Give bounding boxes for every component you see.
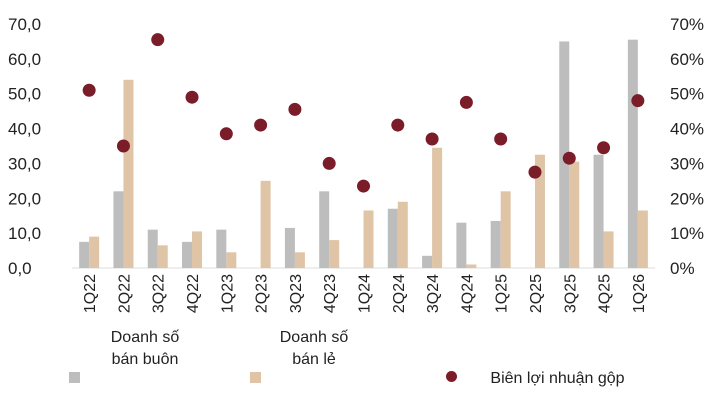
bar-wholesale xyxy=(627,39,638,268)
margin-dot xyxy=(254,118,268,132)
bar-retail xyxy=(89,236,100,268)
x-tick-label: 2Q22 xyxy=(116,274,133,313)
bar-wholesale xyxy=(490,220,501,268)
bar-retail xyxy=(294,252,305,268)
margin-dot xyxy=(494,132,508,146)
margin-dot xyxy=(562,151,576,165)
margin-dot xyxy=(151,33,165,47)
bars xyxy=(79,39,648,269)
x-tick-label: 3Q22 xyxy=(151,274,168,313)
x-tick-label: 1Q26 xyxy=(631,274,648,313)
x-tick-label: 2Q23 xyxy=(254,274,271,313)
margin-dot xyxy=(322,156,336,170)
margin-dots xyxy=(82,33,645,193)
left-axis: 0,0 10,0 20,0 30,0 40,0 50,0 60,0 70,0 xyxy=(8,15,41,278)
y-left-tick-label: 30,0 xyxy=(8,154,41,173)
bar-retail xyxy=(569,161,580,268)
bar-wholesale xyxy=(113,191,124,268)
margin-dot xyxy=(597,141,611,155)
x-tick-label: 4Q25 xyxy=(597,274,614,313)
bar-retail xyxy=(329,240,340,268)
y-right-tick-label: 60% xyxy=(670,50,704,69)
margin-dot xyxy=(357,179,370,193)
bar-wholesale xyxy=(422,255,433,268)
bar-wholesale xyxy=(147,229,158,268)
bar-retail xyxy=(603,231,614,268)
margin-dot xyxy=(459,95,473,109)
bar-retail xyxy=(260,180,271,268)
legend-swatch-wholesale xyxy=(69,372,80,383)
y-right-tick-label: 0% xyxy=(670,259,695,278)
bar-wholesale xyxy=(284,227,295,268)
margin-dot xyxy=(82,83,96,97)
x-tick-label: 3Q23 xyxy=(288,274,305,313)
bar-retail xyxy=(500,191,511,268)
x-tick-label: 4Q23 xyxy=(322,274,339,313)
bar-retail xyxy=(157,245,168,268)
y-left-tick-label: 70,0 xyxy=(8,15,41,34)
margin-dot xyxy=(528,165,542,179)
x-tick-label: 4Q24 xyxy=(459,274,476,313)
right-axis: 0% 10% 20% 30% 40% 50% 60% 70% xyxy=(670,15,704,278)
y-right-tick-label: 30% xyxy=(670,154,704,173)
y-right-tick-label: 70% xyxy=(670,15,704,34)
y-left-tick-label: 20,0 xyxy=(8,189,41,208)
legend-label-wholesale-line1: Doanh số xyxy=(110,329,180,346)
bar-retail xyxy=(123,79,134,269)
bar-retail xyxy=(637,210,648,268)
margin-dot xyxy=(425,132,439,146)
bar-retail xyxy=(192,231,203,268)
y-right-tick-label: 20% xyxy=(670,189,704,208)
legend-label-wholesale: Doanh số bán buôn xyxy=(100,327,190,371)
legend-dot-margin xyxy=(446,371,457,382)
x-tick-label: 4Q22 xyxy=(185,274,202,313)
y-left-tick-label: 60,0 xyxy=(8,50,41,69)
x-tick-label: 2Q24 xyxy=(391,274,408,313)
legend-label-margin: Biên lợi nhuận gộp xyxy=(490,370,625,387)
margin-dot xyxy=(185,90,199,104)
margin-dot xyxy=(288,102,302,116)
y-left-tick-label: 40,0 xyxy=(8,120,41,139)
y-left-tick-label: 0,0 xyxy=(8,259,32,278)
bar-wholesale xyxy=(182,241,193,268)
bar-retail xyxy=(363,210,374,268)
x-tick-label: 1Q24 xyxy=(357,274,374,313)
y-left-tick-label: 10,0 xyxy=(8,224,41,243)
bar-wholesale xyxy=(319,191,330,268)
x-tick-label: 1Q22 xyxy=(82,274,99,313)
legend-label-retail-line2: bán lẻ xyxy=(292,351,336,368)
x-tick-label: 1Q25 xyxy=(494,274,511,313)
x-axis-ticks: 1Q22 2Q22 3Q22 4Q22 1Q23 2Q23 3Q23 4Q23 1Q24 2Q24… xyxy=(82,274,648,313)
bar-wholesale xyxy=(593,154,604,268)
bar-retail xyxy=(432,147,443,268)
bar-wholesale xyxy=(387,208,398,268)
bar-retail xyxy=(397,201,408,268)
bar-retail xyxy=(466,264,477,268)
legend-swatch-retail xyxy=(250,372,261,383)
x-tick-label: 3Q24 xyxy=(425,274,442,313)
legend-label-retail-line1: Doanh số xyxy=(279,329,349,346)
x-tick-label: 1Q23 xyxy=(219,274,236,313)
y-right-tick-label: 40% xyxy=(670,120,704,139)
bar-wholesale xyxy=(216,229,227,268)
margin-dot xyxy=(391,118,405,132)
x-tick-label: 3Q25 xyxy=(562,274,579,313)
legend: Doanh số bán buôn Doanh số bán lẻ Biên l… xyxy=(0,326,715,398)
legend-label-wholesale-line2: bán buôn xyxy=(111,351,179,368)
bar-retail xyxy=(226,252,237,268)
margin-dot xyxy=(116,139,130,153)
combo-chart: 0,0 10,0 20,0 30,0 40,0 50,0 60,0 70,0 0% 10% 20%… xyxy=(8,15,704,313)
bar-retail xyxy=(534,154,545,268)
bar-wholesale xyxy=(79,241,90,268)
y-right-tick-label: 50% xyxy=(670,85,704,104)
legend-label-retail: Doanh số bán lẻ xyxy=(276,327,352,371)
x-tick-label: 2Q25 xyxy=(528,274,545,313)
y-left-tick-label: 50,0 xyxy=(8,85,41,104)
y-right-tick-label: 10% xyxy=(670,224,704,243)
margin-dot xyxy=(631,94,645,108)
margin-dot xyxy=(219,127,233,141)
bar-wholesale xyxy=(456,222,467,268)
